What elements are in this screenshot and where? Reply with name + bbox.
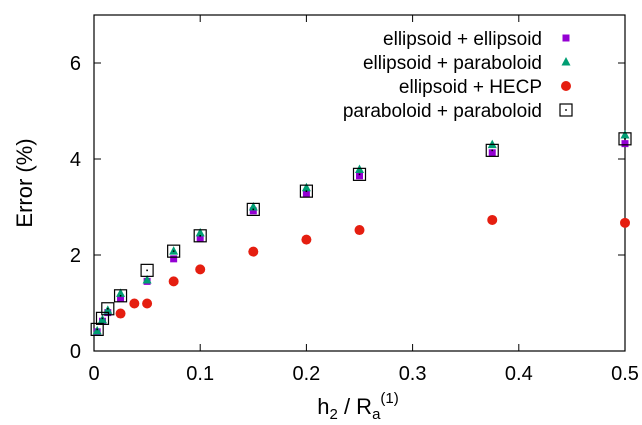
series-4 — [90, 132, 632, 336]
data-point — [129, 298, 140, 309]
x-axis-title: h2 / Ra(1) — [317, 390, 399, 423]
data-point — [113, 289, 128, 303]
y-tick-label: 6 — [70, 53, 81, 75]
y-axis-title: Error (%) — [12, 138, 37, 227]
legend-marker — [559, 103, 573, 117]
x-tick-label: 0.3 — [399, 363, 427, 385]
data-point — [140, 263, 154, 277]
data-point — [301, 182, 311, 192]
data-point — [487, 214, 498, 225]
data-point — [195, 227, 205, 237]
data-point — [246, 202, 260, 216]
data-point — [195, 264, 206, 275]
series-3 — [115, 214, 630, 319]
legend-marker — [561, 81, 571, 91]
legend-label: ellipsoid + HECP — [399, 77, 542, 98]
data-point — [90, 322, 104, 336]
data-point — [485, 143, 499, 157]
legend-label: ellipsoid + ellipsoid — [383, 29, 542, 50]
data-point — [142, 298, 153, 309]
data-point — [248, 246, 259, 257]
x-axis-ticks: 0 0.1 0.2 0.3 0.4 0.5 — [88, 15, 639, 385]
x-tick-label: 0.2 — [292, 363, 320, 385]
legend: ellipsoid + ellipsoid ellipsoid + parabol… — [343, 29, 573, 122]
data-point — [356, 172, 363, 180]
data-point — [302, 190, 310, 198]
data-point — [193, 229, 207, 243]
x-tick-label: 0.1 — [186, 363, 214, 385]
y-tick-label: 4 — [70, 149, 81, 171]
data-point — [620, 217, 630, 228]
legend-marker — [562, 34, 570, 42]
plot-frame — [93, 14, 626, 352]
legend-marker — [561, 57, 571, 66]
x-tick-label: 0 — [88, 363, 99, 385]
data-point — [167, 244, 181, 258]
y-axis-ticks: 0 2 4 6 — [70, 53, 625, 363]
data-point — [249, 207, 257, 215]
legend-label: paraboloid + paraboloid — [343, 101, 542, 122]
data-point — [354, 225, 365, 236]
data-point — [116, 288, 126, 297]
data-point — [618, 132, 632, 146]
data-point — [301, 234, 312, 245]
data-point — [620, 130, 630, 139]
data-point — [117, 294, 125, 302]
x-tick-label: 0.4 — [505, 363, 533, 385]
data-point — [168, 276, 179, 287]
data-point — [621, 140, 629, 148]
x-tick-label: 0.5 — [611, 363, 639, 385]
legend-label: ellipsoid + paraboloid — [363, 53, 542, 74]
data-point — [115, 308, 126, 319]
data-point — [95, 311, 110, 325]
data-point — [352, 167, 367, 181]
data-point — [248, 202, 258, 211]
data-point — [299, 184, 313, 198]
y-tick-label: 2 — [70, 245, 81, 267]
data-point — [142, 274, 152, 284]
y-tick-label: 0 — [70, 341, 81, 363]
data-point — [170, 255, 178, 263]
data-point — [196, 234, 204, 242]
data-point — [488, 149, 496, 157]
series-layer — [90, 130, 632, 336]
data-point — [101, 302, 115, 316]
